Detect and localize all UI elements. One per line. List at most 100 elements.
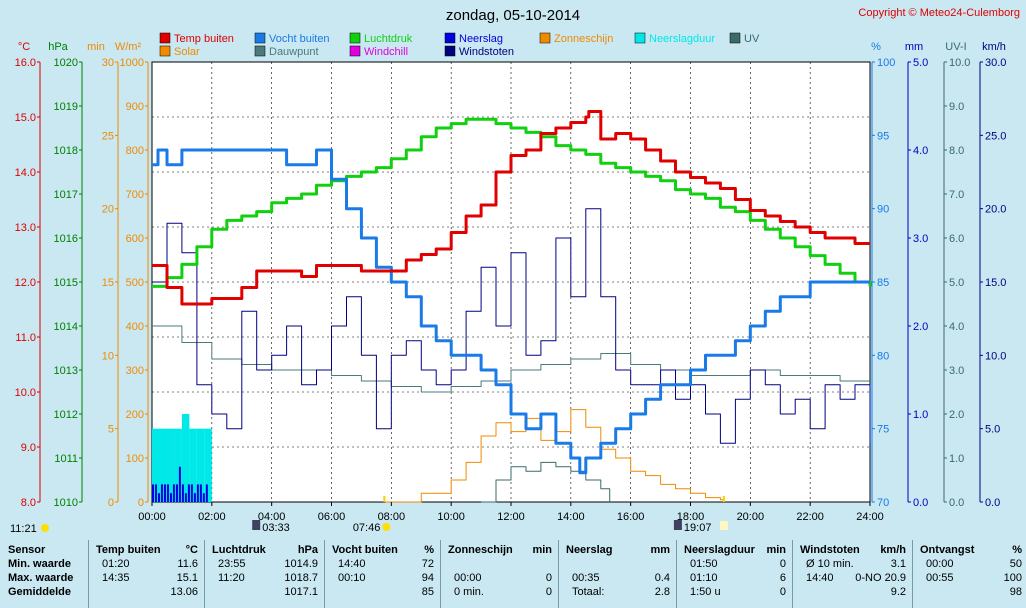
copyright: Copyright © Meteo24-Culemborg <box>858 7 1020 19</box>
right-axis-label: 10.0 <box>949 57 970 69</box>
axes: °C 16.0 15.0 14.0 13.0 12.0 11.0 10.0 9.0 8.0 hPa 1… <box>15 41 1007 509</box>
left-axis-label: 1014 <box>54 321 78 333</box>
left-axis-label: 200 <box>126 409 144 421</box>
x-axis-label: 08:00 <box>378 511 406 523</box>
stats-value: 85 <box>421 586 434 598</box>
stats-time: 01:10 <box>690 572 718 584</box>
stats-header: Sensor <box>8 544 46 556</box>
x-axis-label: 14:00 <box>557 511 585 523</box>
neerslag-bar <box>196 484 199 502</box>
right-axis-label: 1.0 <box>913 409 928 421</box>
x-axis-label: 18:00 <box>677 511 705 523</box>
neerslagduur-bar <box>166 428 175 502</box>
left-axis-label: 300 <box>126 365 144 377</box>
stats-unit: °C <box>185 544 198 556</box>
stats-value: 15.1 <box>176 572 198 584</box>
right-axis-label: 30.0 <box>985 57 1006 69</box>
left-axis-unit: W/m² <box>115 41 142 53</box>
right-axis-label: 95 <box>877 130 889 142</box>
right-axis-unit: km/h <box>982 41 1006 53</box>
left-axis-label: 800 <box>126 145 144 157</box>
stats-header: Neerslag <box>566 544 613 556</box>
legend-swatch <box>729 32 741 44</box>
stats-time: 00:00 <box>926 558 954 570</box>
stats-time: 01:20 <box>102 558 130 570</box>
left-axis-label: 1017 <box>54 189 78 201</box>
neerslagduur-bar <box>159 428 167 502</box>
stats-time: 11:20 <box>218 572 245 584</box>
stats-time: 1:50 u <box>690 586 721 598</box>
right-axis-label: 8.0 <box>949 145 964 157</box>
right-axis-label: 5.0 <box>949 277 964 289</box>
stats-time: Max. waarde <box>8 572 74 584</box>
neerslag-bar <box>157 493 160 502</box>
uv-line <box>481 461 611 503</box>
left-axis-label: 16.0 <box>15 57 36 69</box>
stats-column: Ontvangst% 00:00 50 00:55 100 98 <box>914 540 1026 608</box>
neerslag-bar <box>152 484 154 502</box>
neerslag-bar <box>187 484 190 502</box>
left-axis-label: 1011 <box>54 453 78 465</box>
stats-header: Windstoten <box>800 544 860 556</box>
right-axis-label: 100 <box>877 57 895 69</box>
legend-swatch <box>349 45 361 57</box>
left-axis-label: 8.0 <box>21 497 36 509</box>
stats-column: Vocht buiten% 14:40 72 00:10 94 85 <box>326 540 438 608</box>
x-axis-label: 24:00 <box>856 511 884 523</box>
right-axis-label: 4.0 <box>949 321 964 333</box>
x-axis-label: 22:00 <box>796 511 824 523</box>
stats-value: 1017.1 <box>284 586 318 598</box>
left-axis-label: 9.0 <box>21 442 36 454</box>
right-axis-label: 80 <box>877 350 889 362</box>
right-axis-label: 4.0 <box>913 145 928 157</box>
left-axis-label: 11.0 <box>15 332 36 344</box>
stats-header: Zonneschijn <box>448 544 513 556</box>
x-axis-label: 16:00 <box>617 511 645 523</box>
legend-label: Windchill <box>364 46 408 58</box>
stats-value: 9.2 <box>890 586 906 598</box>
left-axis-label: 0 <box>108 497 114 509</box>
right-axis-label: 20.0 <box>985 204 1006 216</box>
neerslagduur-bar <box>196 428 205 502</box>
neerslagduur-bar <box>181 414 190 502</box>
right-axis-label: 0.0 <box>985 497 1000 509</box>
stats-value: 0 <box>545 586 552 598</box>
stats-time: Min. waarde <box>8 558 71 570</box>
left-axis-label: 13.0 <box>15 222 36 234</box>
right-axis-label: 90 <box>877 204 889 216</box>
left-axis-label: 400 <box>126 321 144 333</box>
neerslagduur-bar <box>174 428 182 502</box>
legend-swatch <box>159 32 171 44</box>
right-axis-label: 25.0 <box>985 130 1006 142</box>
stats-value: 1014.9 <box>284 558 318 570</box>
left-axis-label: 1010 <box>54 497 78 509</box>
stats-time: 14:40 <box>806 572 834 584</box>
stats-value: 6 <box>779 572 786 584</box>
right-axis-label: 2.0 <box>949 409 964 421</box>
legend-swatch <box>539 32 551 44</box>
stats-header: Vocht buiten <box>332 544 398 556</box>
stats-time: 00:35 <box>572 572 600 584</box>
sunrise-icon <box>382 523 391 531</box>
right-axis-label: 5.0 <box>913 57 928 69</box>
left-axis-label: 12.0 <box>15 277 36 289</box>
stats-unit: % <box>424 544 434 556</box>
left-axis-label: 10.0 <box>15 387 36 399</box>
right-axis-label: 85 <box>877 277 889 289</box>
x-axis-label: 20:00 <box>737 511 765 523</box>
stats-column: Neerslag mm 00:35 0.4 Totaal: 2.8 <box>560 540 674 608</box>
right-axis-label: 1.0 <box>949 453 964 465</box>
left-axis-label: 25 <box>102 130 114 142</box>
left-axis-label: 0 <box>138 497 144 509</box>
stats-column: Neerslagduur min 01:50 0 01:10 6 1:50 u 0 <box>678 540 790 608</box>
stats-time: 00:55 <box>926 572 954 584</box>
neerslag-bar <box>172 484 175 502</box>
legend-swatch <box>444 32 456 44</box>
x-axis: 00:00 02:00 04:00 06:00 08:00 10:00 12:00 14:00… <box>138 502 884 523</box>
neerslagduur-bar <box>189 428 197 502</box>
neerslag-bar <box>166 484 169 502</box>
stats-value: 98 <box>1009 586 1022 598</box>
left-axis-unit: °C <box>18 41 30 53</box>
temp-buiten-line <box>152 110 870 306</box>
legend: Temp buiten Vocht buiten Luchtdruk Neerslag… <box>159 32 760 58</box>
